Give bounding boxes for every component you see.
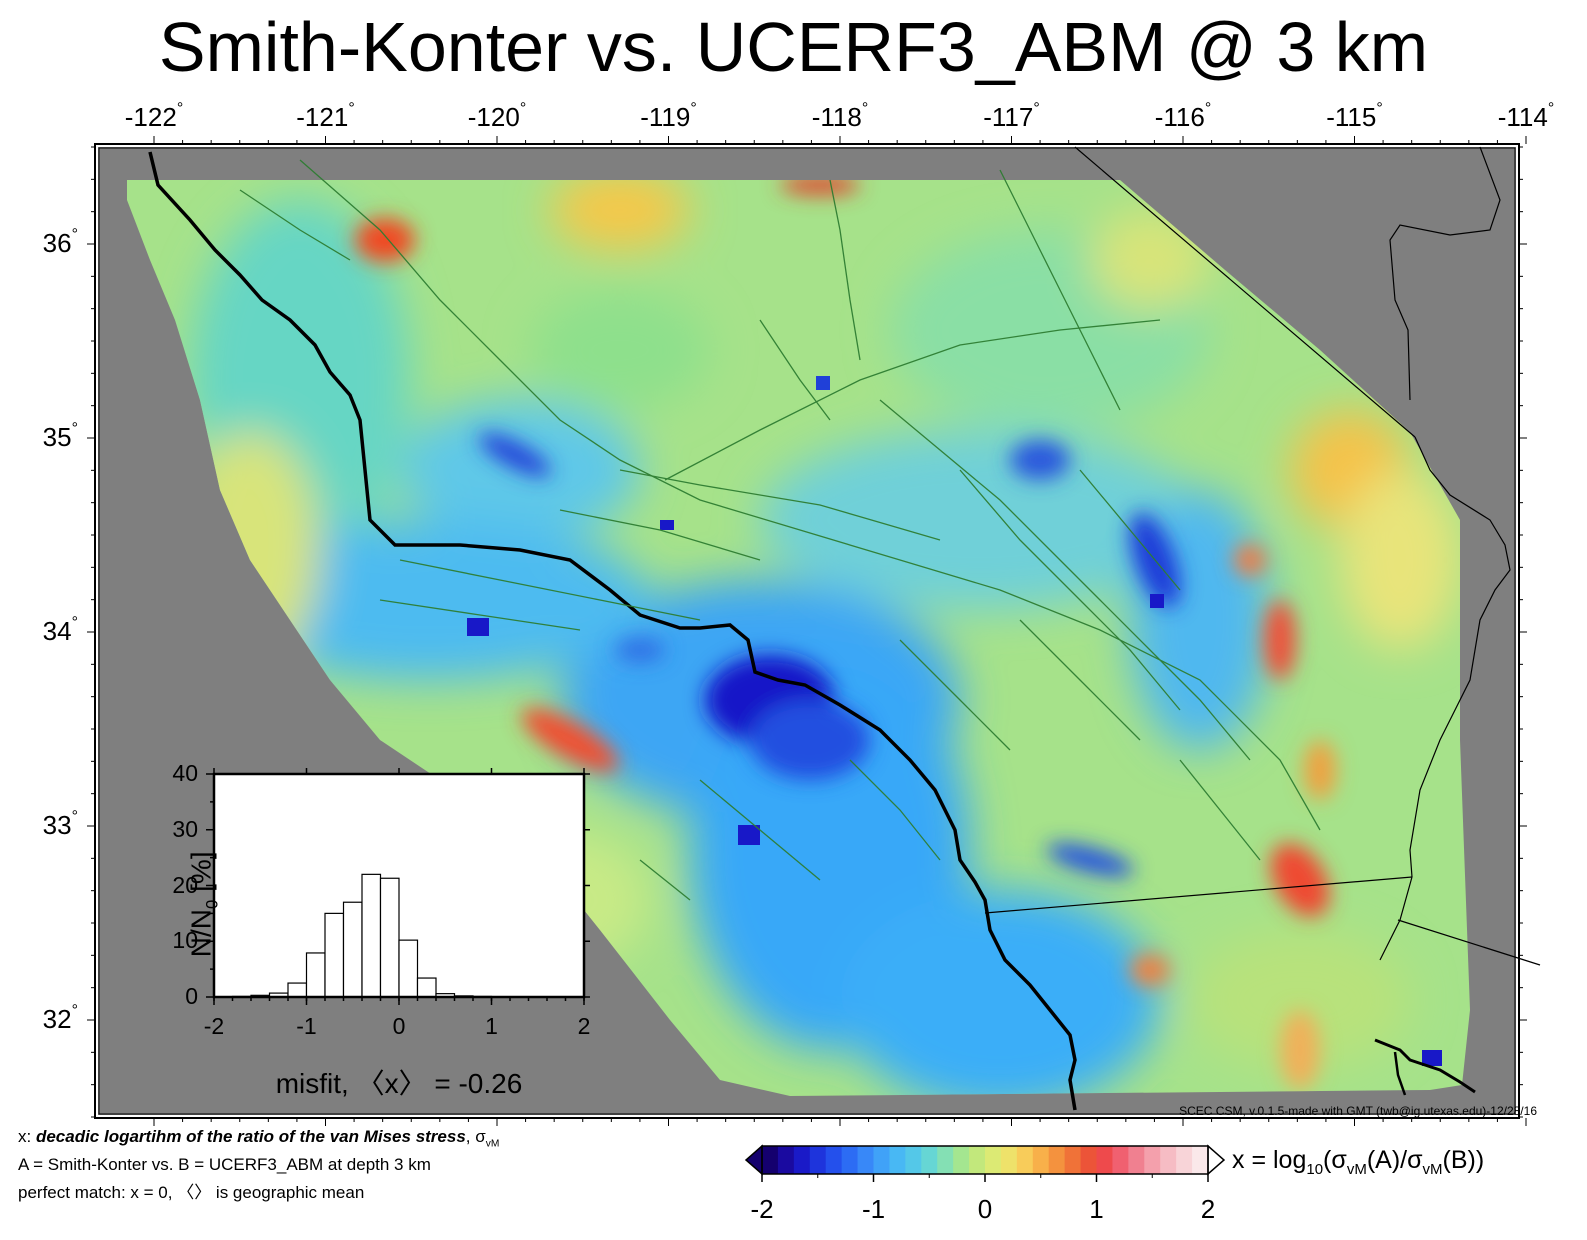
colorbar-swatch (953, 1146, 970, 1174)
histogram-bar (287, 982, 308, 998)
colorbar-swatch (762, 1146, 779, 1174)
colorbar-swatch (889, 1146, 906, 1174)
colorbar-swatch (1096, 1146, 1113, 1174)
lon-tick-label: -120° (467, 100, 527, 132)
lon-tick-label: -119° (640, 100, 697, 132)
info-line-1: x: decadic logartihm of the ratio of the… (18, 1126, 499, 1155)
colorbar-swatch (905, 1146, 922, 1174)
inset-y-tick-label: 20 (172, 871, 198, 898)
inset-x-tick-label: 2 (577, 1013, 591, 1039)
histogram-bar (361, 873, 382, 998)
inset-y-tick-label: 40 (172, 760, 198, 786)
inset-y-tick-label: 0 (185, 983, 198, 1009)
inset-x-tick-label: -2 (203, 1013, 225, 1039)
lon-tick-label: -114° (1497, 100, 1555, 132)
colorbar-swatch (1128, 1146, 1145, 1174)
colorbar-swatch (1064, 1146, 1082, 1174)
histogram-bar (305, 952, 326, 998)
lon-tick-label: -121° (296, 100, 355, 132)
state-borders (984, 146, 1541, 966)
colorbar-tick-label: 1 (1089, 1194, 1104, 1224)
colorbar-swatch (969, 1146, 986, 1174)
colorbar-high-arrow (1207, 1144, 1226, 1176)
histogram-bar (342, 901, 363, 998)
lon-tick-label: -115° (1326, 100, 1383, 132)
colorbar-tick-label: 0 (977, 1194, 993, 1224)
colorbar-swatch (1000, 1146, 1018, 1174)
inset-y-axis-label: N/N0 [%] (185, 851, 222, 958)
colorbar-swatch (921, 1146, 938, 1174)
colorbar-swatch (841, 1146, 859, 1174)
colorbar-swatch (777, 1146, 795, 1174)
histogram (214, 774, 584, 998)
inset-ticks (206, 768, 590, 1005)
lon-tick-label: -118° (811, 100, 869, 132)
lat-tick-label: 35° (42, 420, 78, 452)
histogram-bar (398, 939, 419, 998)
colorbar-tick-label: -2 (750, 1194, 774, 1224)
fault-lines (239, 159, 1321, 901)
colorbar-swatch (873, 1146, 890, 1174)
colorbar-swatch (1032, 1146, 1050, 1174)
coastline (148, 151, 1077, 1111)
colorbar-swatch (857, 1146, 874, 1174)
colorbar-swatch (1176, 1146, 1193, 1174)
info-sub: vM (485, 1138, 500, 1150)
baja-coastline-2 (1393, 1051, 1407, 1096)
colorbar-swatch (1080, 1146, 1097, 1174)
page-title: Smith-Konter vs. UCERF3_ABM @ 3 km (158, 8, 1429, 86)
colorbar-swatch (985, 1146, 1002, 1174)
lat-tick-label: 34° (42, 614, 78, 646)
lon-tick-label: -122° (124, 100, 184, 132)
colorbar (744, 1144, 1226, 1182)
colorbar-tick-label: 2 (1200, 1194, 1216, 1224)
info-line-2: A = Smith-Konter vs. B = UCERF3_ABM at d… (18, 1155, 431, 1174)
colorbar-swatch (937, 1146, 954, 1174)
colorbar-swatch (1192, 1146, 1209, 1174)
inset-x-tick-label: 1 (485, 1013, 498, 1039)
lon-tick-label: -116° (1154, 100, 1212, 132)
histogram-bar (416, 977, 437, 998)
lat-tick-label: 32° (42, 1002, 78, 1034)
histogram-bar (379, 877, 400, 998)
colorbar-swatch (1112, 1146, 1129, 1174)
inset-x-tick-label: 0 (392, 1013, 406, 1039)
inset-x-axis-label: misfit, 〈x〉 = -0.26 (275, 1068, 523, 1099)
colorbar-swatch (1048, 1146, 1066, 1174)
info-line-3: perfect match: x = 0, 〈〉 is geographic m… (18, 1183, 365, 1202)
colorbar-swatch (825, 1146, 843, 1174)
baja-coastline (1374, 1038, 1476, 1094)
colorbar-swatch (1016, 1146, 1034, 1174)
colorbar-formula: x = log10(σvM(A)/σvM(B)) (1232, 1146, 1485, 1178)
lon-tick-label: -117° (983, 100, 1040, 132)
frame-ticks (87, 136, 1527, 1126)
histogram-bar (324, 912, 345, 998)
colorbar-swatch (1160, 1146, 1177, 1174)
colorbar-tick-label: -1 (861, 1194, 886, 1224)
credit-text: SCEC CSM, v.0.1.5-made with GMT (twb@ig.… (1179, 1104, 1537, 1118)
inset-y-tick-label: 10 (172, 927, 198, 954)
colorbar-swatch (809, 1146, 827, 1174)
colorbar-low-arrow (744, 1144, 763, 1176)
info-prefix: x: (18, 1127, 36, 1146)
inset-x-tick-label: -1 (296, 1013, 317, 1039)
info-suffix: , σ (465, 1127, 486, 1146)
lat-tick-label: 33° (42, 808, 78, 840)
inset-y-tick-label: 30 (172, 815, 198, 842)
lat-tick-label: 36° (42, 226, 78, 258)
info-bold: decadic logartihm of the ratio of the va… (35, 1127, 466, 1146)
colorbar-swatch (793, 1146, 811, 1174)
colorbar-swatch (1144, 1146, 1161, 1174)
